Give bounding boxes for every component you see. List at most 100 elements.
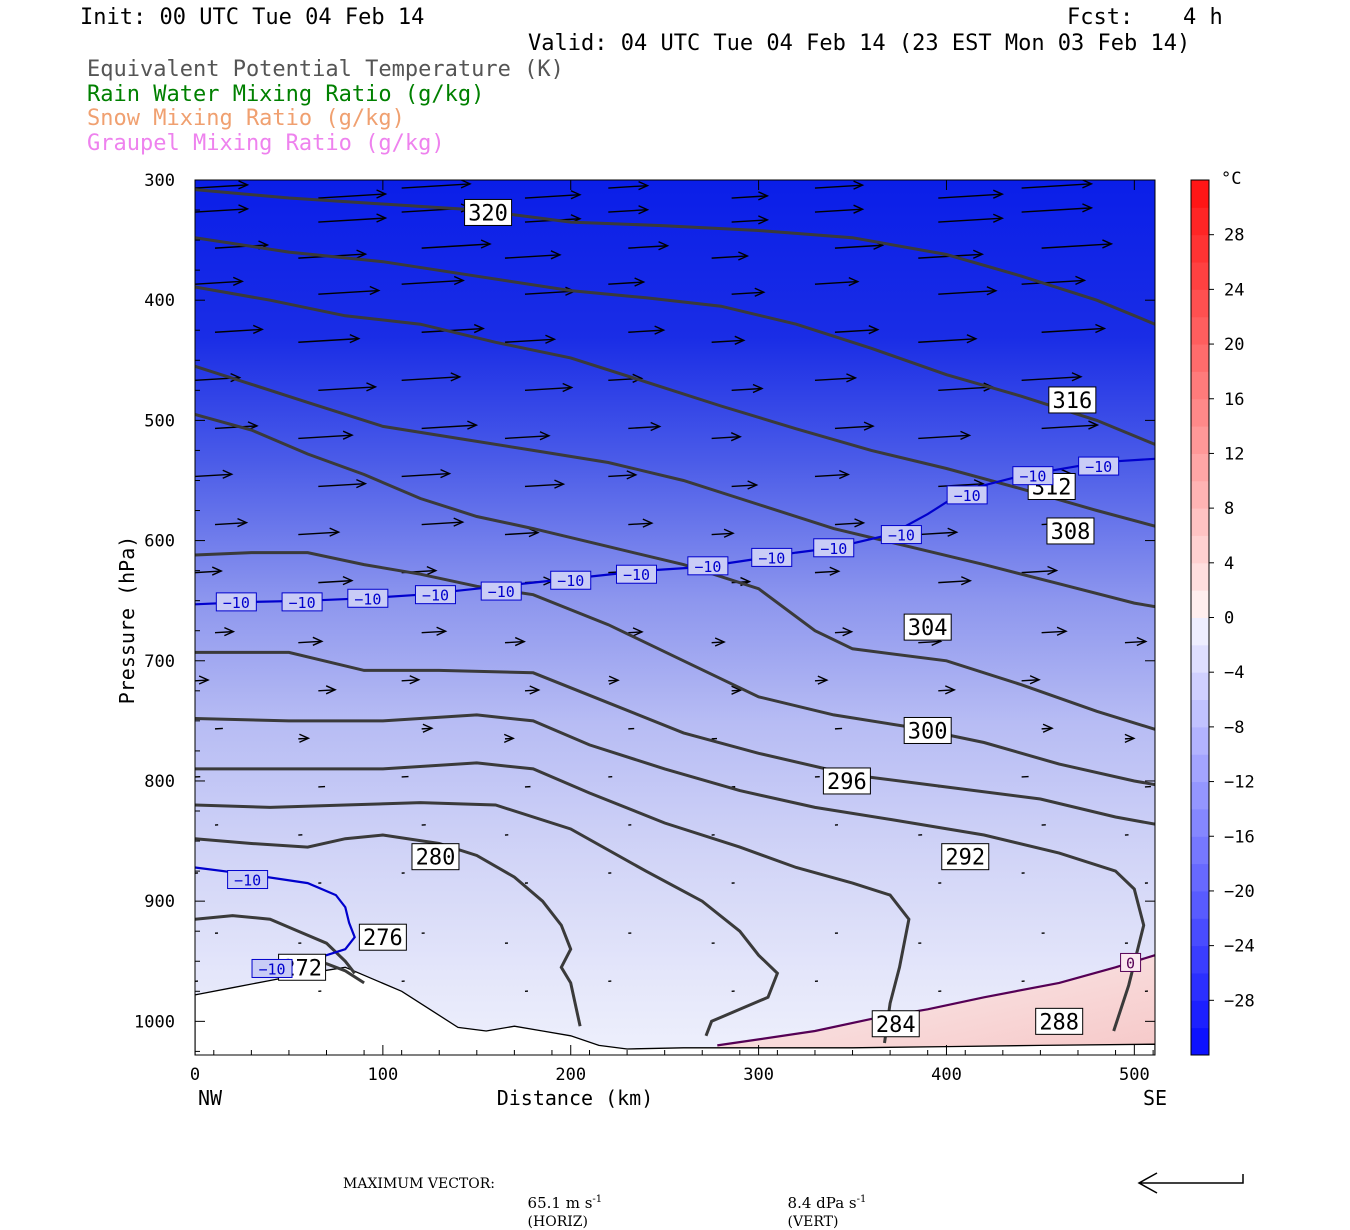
temperature-label: 0 [1126, 954, 1135, 972]
colorbar-tick-label: 12 [1224, 444, 1244, 464]
horiz-vector-tag: (HORIZ) [528, 1214, 588, 1230]
theta-e-label: 276 [363, 926, 403, 951]
colorbar-tick-label: 16 [1224, 390, 1244, 410]
colorbar-segment [1191, 782, 1209, 810]
x-tick-label: 300 [743, 1065, 774, 1085]
temperature-label: −10 [623, 566, 650, 584]
horiz-vector: 65.1 m s-1 (HORIZ) [518, 1176, 602, 1230]
y-tick-label: 400 [144, 291, 175, 311]
colorbar-segment [1191, 262, 1209, 290]
y-tick-label: 500 [144, 411, 175, 431]
theta-e-label: 292 [945, 846, 985, 871]
colorbar-segment [1191, 973, 1209, 1001]
colorbar-segment [1191, 207, 1209, 235]
colorbar-segment [1191, 508, 1209, 536]
colorbar-segment [1191, 344, 1209, 372]
temperature-label: −10 [223, 594, 250, 612]
temperature-label: −10 [354, 590, 381, 608]
direction-label-nw: NW [198, 1086, 223, 1110]
colorbar-tick-label: 20 [1224, 335, 1244, 355]
x-tick-label: 0 [190, 1065, 200, 1085]
colorbar-segment [1191, 426, 1209, 454]
colorbar-tick-label: 24 [1224, 280, 1244, 300]
colorbar-segment [1191, 563, 1209, 591]
max-vector-label: MAXIMUM VECTOR: [343, 1176, 495, 1192]
colorbar-segment [1191, 180, 1209, 208]
direction-label-se: SE [1143, 1086, 1167, 1110]
colorbar-segment [1191, 864, 1209, 892]
theta-e-label: 308 [1051, 520, 1091, 545]
colorbar-tick-label: −12 [1224, 773, 1255, 793]
colorbar-unit: °C [1221, 169, 1241, 189]
colorbar-segment [1191, 535, 1209, 563]
x-tick-label: 100 [368, 1065, 399, 1085]
colorbar-segment [1191, 618, 1209, 646]
temperature-label: −10 [1085, 458, 1112, 476]
colorbar-segment [1191, 918, 1209, 946]
temperature-field [195, 180, 1155, 1055]
theta-e-label: 300 [908, 719, 948, 744]
theta-e-label: 284 [876, 1013, 916, 1038]
colorbar-segment [1191, 700, 1209, 728]
horiz-vector-value: 65.1 m s [528, 1194, 593, 1212]
colorbar-tick-label: 4 [1224, 554, 1234, 574]
colorbar-tick-label: −20 [1224, 882, 1255, 902]
colorbar-tick-label: −4 [1224, 663, 1244, 683]
colorbar-segment [1191, 371, 1209, 399]
theta-e-label: 280 [416, 846, 456, 871]
theta-e-label: 288 [1039, 1010, 1079, 1035]
temperature-label: −10 [234, 872, 261, 890]
theta-e-label: 304 [908, 616, 948, 641]
y-tick-label: 300 [144, 171, 175, 191]
colorbar-tick-label: −16 [1224, 827, 1255, 847]
colorbar-segment [1191, 727, 1209, 755]
x-tick-label: 500 [1119, 1065, 1150, 1085]
temperature-label: −10 [422, 587, 449, 605]
reference-vector-arrow [1133, 1170, 1253, 1200]
colorbar-segment [1191, 836, 1209, 864]
vert-vector-value: 8.4 dPa s [788, 1194, 857, 1212]
colorbar-tick-label: 0 [1224, 609, 1234, 629]
temperature-label: −10 [758, 549, 785, 567]
y-tick-label: 900 [144, 892, 175, 912]
theta-e-label: 296 [827, 770, 867, 795]
colorbar-tick-label: −24 [1224, 937, 1255, 957]
temperature-label: −10 [488, 583, 515, 601]
colorbar-segment [1191, 399, 1209, 427]
colorbar-segment [1191, 809, 1209, 837]
colorbar-tick-label: −8 [1224, 718, 1244, 738]
colorbar-segment [1191, 1000, 1209, 1028]
vert-vector: 8.4 dPa s-1 (VERT) [778, 1176, 866, 1230]
colorbar-segment [1191, 672, 1209, 700]
vert-vector-tag: (VERT) [788, 1214, 839, 1230]
y-tick-label: 700 [144, 652, 175, 672]
x-tick-label: 200 [555, 1065, 586, 1085]
colorbar-segment [1191, 645, 1209, 673]
y-tick-label: 800 [144, 772, 175, 792]
colorbar-segment [1191, 891, 1209, 919]
x-axis-label: Distance (km) [497, 1086, 654, 1110]
colorbar-segment [1191, 481, 1209, 509]
colorbar-segment [1191, 590, 1209, 618]
colorbar-tick-label: 28 [1224, 226, 1244, 246]
colorbar-segment [1191, 946, 1209, 974]
colorbar-tick-label: −28 [1224, 991, 1255, 1011]
x-tick-label: 400 [931, 1065, 962, 1085]
temperature-label: −10 [888, 527, 915, 545]
y-tick-label: 600 [144, 532, 175, 552]
colorbar-segment [1191, 235, 1209, 263]
y-axis-label: Pressure (hPa) [115, 536, 139, 705]
colorbar-segment [1191, 317, 1209, 345]
y-tick-label: 1000 [134, 1012, 175, 1032]
temperature-label: −10 [954, 487, 981, 505]
temperature-label: −10 [1019, 468, 1046, 486]
colorbar-segment [1191, 754, 1209, 782]
temperature-label: −10 [694, 558, 721, 576]
theta-e-label: 316 [1052, 389, 1092, 414]
temperature-label: −10 [258, 960, 285, 978]
temperature-label: −10 [557, 572, 584, 590]
temperature-label: −10 [820, 540, 847, 558]
colorbar-segment [1191, 1028, 1209, 1056]
